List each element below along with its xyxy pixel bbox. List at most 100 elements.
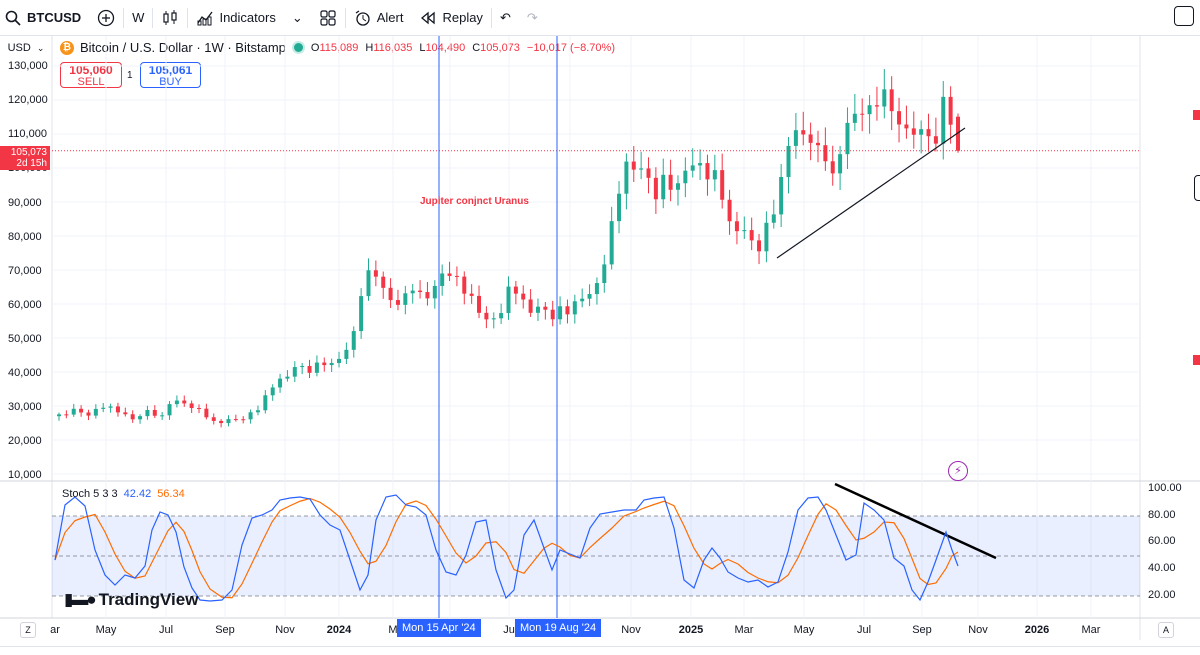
time-label: Nov (621, 624, 641, 636)
candle-body (322, 362, 327, 366)
candle-body (469, 293, 474, 296)
time-axis[interactable]: ar May Jul Sep Nov 2024 M Ju Nov 2025 Ma… (0, 620, 1200, 640)
candle-body (278, 378, 283, 388)
change-value: −10,017 (−8.70%) (526, 41, 615, 54)
time-label: Mar (734, 624, 754, 636)
candle-body (79, 408, 84, 413)
top-toolbar: BTCUSD W Indicators ⌄ Alert Replay ↶ ↷ (0, 0, 1200, 36)
time-label: ar (50, 624, 60, 636)
time-label: 2026 (1024, 624, 1050, 636)
candle-body (874, 105, 879, 107)
indicator-name: Stoch 5 3 3 (62, 488, 118, 500)
zoom-button[interactable]: Z (20, 622, 36, 638)
candle-body (359, 296, 364, 332)
sidebar-marker[interactable] (1193, 355, 1200, 365)
time-marker-tag[interactable]: Mon 15 Apr '24 (397, 619, 481, 637)
candle-body (337, 358, 342, 363)
candle-body (911, 128, 916, 135)
chart-annotation[interactable]: Jupiter conjnct Uranus (420, 196, 529, 207)
stoch-k-line (54, 494, 959, 602)
candle-body (668, 174, 673, 190)
chart-type-button[interactable] (153, 0, 187, 35)
stoch-band (52, 516, 1140, 596)
price-axis-label: 90,000 (8, 197, 42, 209)
candle-body (71, 408, 76, 415)
candle-body (602, 264, 607, 284)
candle-body (248, 412, 253, 420)
tradingview-mark-icon: ▮▬● (64, 590, 97, 609)
stoch-d-line (54, 497, 959, 599)
candle-body (550, 309, 555, 320)
candle-body (867, 105, 872, 115)
candle-body (373, 270, 378, 277)
replay-button[interactable]: Replay (411, 0, 490, 35)
fullscreen-icon[interactable] (1174, 6, 1194, 26)
buy-button[interactable]: 105,061 BUY (140, 62, 201, 88)
candle-body (462, 276, 467, 294)
symbol-label: BTCUSD (27, 10, 82, 25)
candle-body (675, 183, 680, 190)
close-value: C105,073 (472, 41, 520, 54)
open-value: O115,089 (310, 41, 359, 54)
last-price-tag: 105,073 2d 15h (0, 146, 50, 170)
tradingview-logo[interactable]: ▮▬● TradingView (64, 590, 198, 610)
candle-body (477, 295, 482, 313)
candle-body (226, 419, 231, 424)
stoch-trend-line (834, 482, 997, 560)
undo-button[interactable]: ↶ (492, 0, 519, 35)
panel-toggle-icon[interactable] (1194, 175, 1200, 201)
candle-body (108, 406, 113, 408)
compare-button[interactable] (89, 0, 123, 35)
time-label: M (388, 624, 398, 636)
candle-body (919, 129, 924, 135)
symbol-search[interactable]: BTCUSD (0, 0, 89, 35)
time-label: Sep (912, 624, 932, 636)
candle-body (160, 415, 165, 417)
templates-dropdown[interactable]: ⌄ (284, 0, 311, 35)
candle-body (594, 283, 599, 295)
symbol-title[interactable]: Bitcoin / U.S. Dollar · 1W · Bitstamp (80, 40, 286, 55)
candle-body (845, 122, 850, 155)
redo-icon: ↷ (526, 9, 538, 25)
sidebar-marker[interactable] (1193, 110, 1200, 120)
candle-body (219, 420, 224, 424)
time-label: May (793, 624, 815, 636)
stoch-axis-label: 40.00 (1148, 562, 1176, 574)
alert-button[interactable]: Alert (346, 0, 412, 35)
candle-body (123, 412, 128, 415)
time-marker-tag[interactable]: Mon 19 Aug '24 (515, 619, 602, 637)
redo-button[interactable]: ↷ (519, 0, 546, 35)
candle-body (182, 400, 187, 404)
lightning-icon[interactable]: ⚡ (948, 461, 968, 481)
sell-button[interactable]: 105,060 SELL (60, 62, 122, 88)
candle-body (381, 276, 386, 288)
indicators-button[interactable]: Indicators (188, 0, 283, 35)
candle-body (499, 313, 504, 319)
price-axis-label: 80,000 (8, 231, 42, 243)
candle-body (860, 113, 865, 115)
candle-body (786, 145, 791, 177)
candle-body (314, 362, 319, 373)
time-label: Nov (275, 624, 295, 636)
candle-body (683, 170, 688, 184)
buy-label: BUY (159, 76, 182, 88)
price-axis-label: 50,000 (8, 333, 42, 345)
candle-body (344, 349, 349, 359)
candle-body (454, 275, 459, 277)
candle-body (93, 408, 98, 416)
auto-scale-button[interactable]: A (1158, 622, 1174, 638)
candle-body (565, 306, 570, 315)
brand-label: TradingView (98, 590, 199, 609)
layout-button[interactable] (311, 0, 345, 35)
candle-body (403, 293, 408, 305)
indicator-legend[interactable]: Stoch 5 3 3 42.42 56.34 (62, 488, 185, 500)
interval-button[interactable]: W (132, 10, 145, 25)
candle-body (440, 273, 445, 286)
currency-selector[interactable]: USD ⌄ (0, 36, 52, 60)
bitcoin-icon: ₿ (60, 40, 74, 55)
candle-body (484, 312, 489, 320)
high-value: H116,035 (365, 41, 413, 54)
divider (344, 7, 346, 28)
candle-body (130, 414, 135, 420)
